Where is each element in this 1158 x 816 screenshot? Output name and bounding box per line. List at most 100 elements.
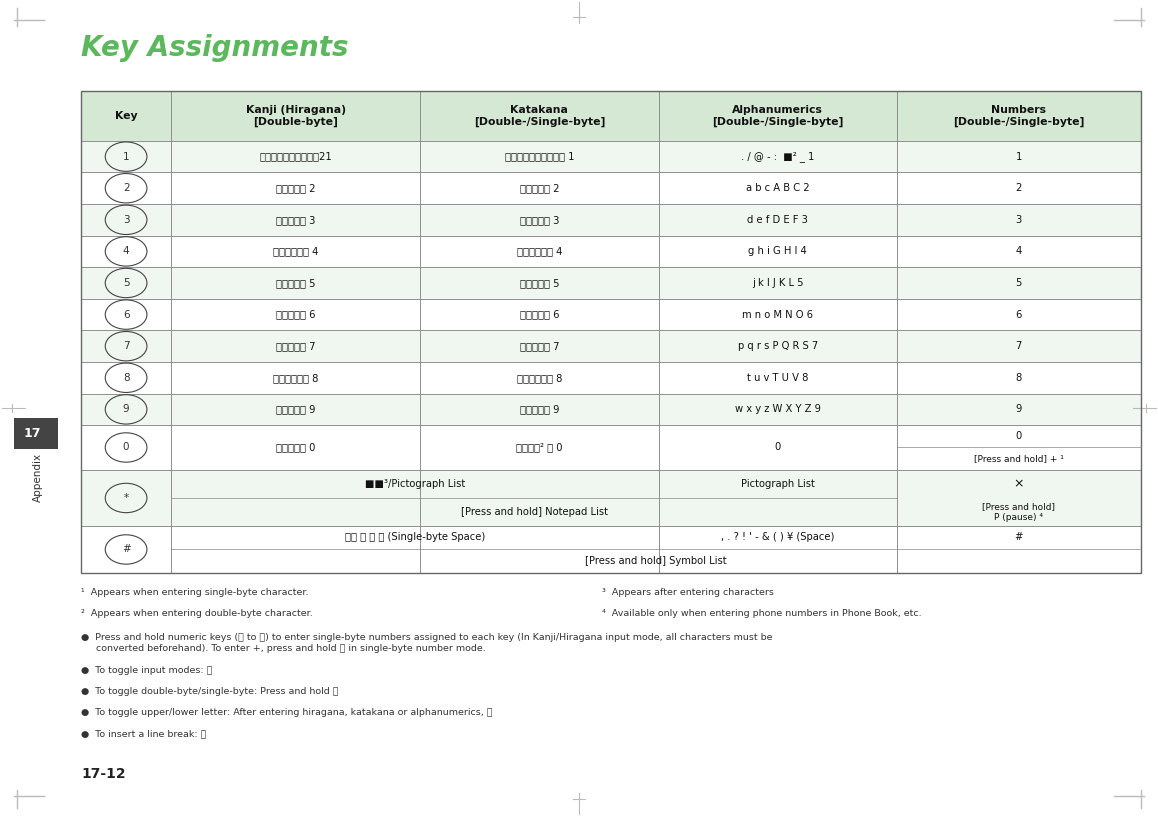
Bar [420, 299, 659, 330]
Text: Appendix: Appendix [32, 453, 43, 502]
Bar [81, 299, 1141, 330]
Bar [897, 470, 1141, 526]
Text: j k l J K L 5: j k l J K L 5 [752, 278, 804, 288]
Bar [171, 91, 420, 141]
Text: Numbers
[Double-/Single-byte]: Numbers [Double-/Single-byte] [953, 105, 1084, 127]
Bar [81, 425, 171, 470]
Text: t u v T U V 8: t u v T U V 8 [747, 373, 808, 383]
Bar [81, 393, 171, 425]
Text: ×: × [1013, 477, 1024, 490]
Bar [897, 91, 1141, 141]
Text: カキクケコ 2: カキクケコ 2 [520, 184, 559, 193]
Text: Key: Key [115, 111, 138, 121]
Bar [81, 526, 171, 573]
Text: あいうえおぁぃぅぇぉ21: あいうえおぁぃぅぇぉ21 [259, 152, 332, 162]
Bar [81, 236, 171, 267]
Bar [420, 204, 659, 236]
Bar [81, 330, 1141, 362]
Bar [171, 204, 420, 236]
Text: 0: 0 [123, 442, 130, 453]
Bar [659, 425, 897, 470]
Bar [897, 299, 1141, 330]
Text: *: * [124, 493, 129, 503]
Bar [659, 91, 897, 141]
Text: 8: 8 [123, 373, 130, 383]
Bar [171, 236, 420, 267]
Bar [659, 330, 897, 362]
Bar [420, 526, 659, 573]
Bar [897, 172, 1141, 204]
Text: g h i G H I 4: g h i G H I 4 [748, 246, 807, 256]
Text: m n o M N O 6: m n o M N O 6 [742, 309, 813, 320]
Text: 1: 1 [1016, 152, 1023, 162]
Text: 5: 5 [123, 278, 130, 288]
Text: たちつてとっ 4: たちつてとっ 4 [273, 246, 318, 256]
Text: わをんわー 0: わをんわー 0 [276, 442, 315, 453]
Text: 2: 2 [1016, 184, 1023, 193]
Bar [897, 204, 1141, 236]
Text: 4: 4 [1016, 246, 1021, 256]
Bar [171, 172, 420, 204]
Bar [171, 330, 420, 362]
Bar [897, 236, 1141, 267]
Bar [420, 91, 659, 141]
Text: ラリルレロ 9: ラリルレロ 9 [520, 405, 559, 415]
Text: ⁴  Available only when entering phone numbers in Phone Book, etc.: ⁴ Available only when entering phone num… [602, 609, 922, 618]
Bar [897, 526, 1141, 573]
Text: 6: 6 [123, 309, 130, 320]
Bar [171, 362, 420, 393]
Text: はひふへほ 6: はひふへほ 6 [276, 309, 315, 320]
Text: [Press and hold] Symbol List: [Press and hold] Symbol List [585, 556, 727, 565]
Bar [14, 418, 58, 449]
Bar [171, 470, 420, 526]
Text: 17: 17 [23, 427, 42, 440]
Text: かきくけこ 2: かきくけこ 2 [276, 184, 315, 193]
Bar [171, 141, 420, 172]
Text: #: # [1014, 532, 1023, 543]
Text: ヤユヨャュョ 8: ヤユヨャュョ 8 [516, 373, 562, 383]
Bar [897, 425, 1141, 470]
Bar [659, 362, 897, 393]
Bar [897, 393, 1141, 425]
Text: 3: 3 [123, 215, 130, 225]
Bar [81, 204, 1141, 236]
Text: 5: 5 [1016, 278, 1023, 288]
Text: Key Assignments: Key Assignments [81, 34, 349, 62]
Bar [81, 172, 1141, 204]
Text: ²  Appears when entering double-byte character.: ² Appears when entering double-byte char… [81, 609, 313, 618]
Text: ¹  Appears when entering single-byte character.: ¹ Appears when entering single-byte char… [81, 588, 308, 596]
Text: 17-12: 17-12 [81, 766, 126, 781]
Text: 3: 3 [1016, 215, 1021, 225]
Bar [420, 425, 659, 470]
Text: 8: 8 [1016, 373, 1021, 383]
Bar [81, 362, 1141, 393]
Text: ワヲンヮ² ー 0: ワヲンヮ² ー 0 [516, 442, 563, 453]
Text: 7: 7 [123, 341, 130, 351]
Bar [420, 362, 659, 393]
Text: #: # [122, 544, 131, 555]
Bar [81, 330, 171, 362]
Bar [171, 425, 420, 470]
Text: 4: 4 [123, 246, 130, 256]
Bar [659, 204, 897, 236]
Bar [171, 267, 420, 299]
Text: [Press and hold]
P (pause) ⁴: [Press and hold] P (pause) ⁴ [982, 503, 1055, 521]
Bar [171, 526, 420, 573]
Text: なにぬねの 5: なにぬねの 5 [276, 278, 315, 288]
Bar [420, 330, 659, 362]
Bar [420, 236, 659, 267]
Bar [81, 141, 1141, 172]
Text: w x y z W X Y Z 9: w x y z W X Y Z 9 [734, 405, 821, 415]
Text: [Press and hold] + ¹: [Press and hold] + ¹ [974, 455, 1064, 463]
Text: さしすせそ 3: さしすせそ 3 [276, 215, 315, 225]
Bar [659, 393, 897, 425]
Bar [420, 393, 659, 425]
Text: ●  To toggle upper/lower letter: After entering hiragana, katakana or alphanumer: ● To toggle upper/lower letter: After en… [81, 708, 492, 717]
Text: ●  Press and hold numeric keys (ⓞ to ⓠ) to enter single-byte numbers assigned to: ● Press and hold numeric keys (ⓞ to ⓠ) t… [81, 633, 772, 653]
Text: サシスセソ 3: サシスセソ 3 [520, 215, 559, 225]
Text: [Press and hold] Notepad List: [Press and hold] Notepad List [461, 507, 608, 517]
Bar [420, 172, 659, 204]
Text: ³  Appears after entering characters: ³ Appears after entering characters [602, 588, 774, 596]
Text: 1: 1 [123, 152, 130, 162]
Text: ●  To toggle input modes: ⓞ: ● To toggle input modes: ⓞ [81, 666, 212, 675]
